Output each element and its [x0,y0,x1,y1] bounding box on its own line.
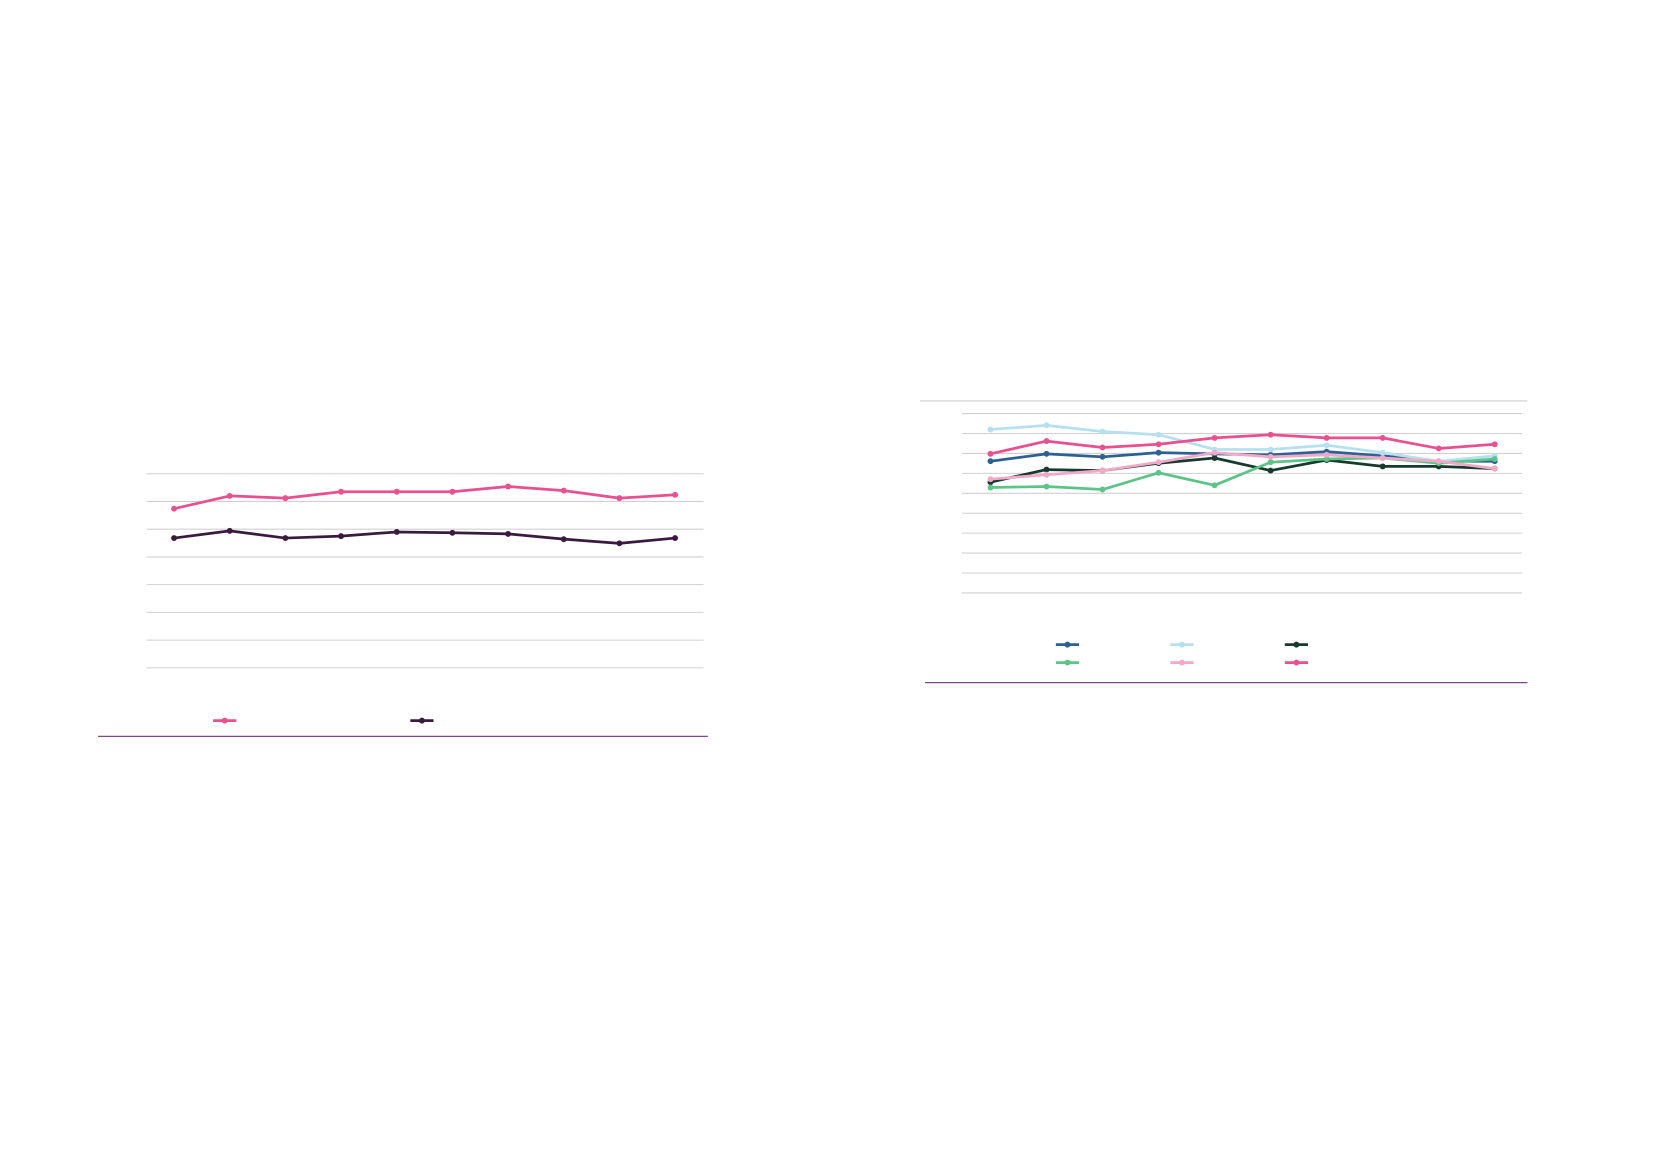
data-point [1043,450,1050,457]
data-point [1099,467,1106,474]
series-line [173,485,676,510]
data-point [1379,455,1386,461]
data-point [393,529,400,535]
series-line [990,451,1495,481]
data-point [171,505,178,512]
data-point [560,487,567,494]
data-point [1267,431,1274,438]
data-point [1211,482,1218,489]
data-point [987,426,994,433]
data-point [1211,434,1218,441]
data-point [1379,434,1386,441]
legend-marker [418,717,425,724]
data-point [616,495,623,502]
data-point [393,488,400,495]
data-point [1379,449,1386,456]
data-point [338,488,345,495]
data-point [1099,428,1106,435]
series-line [990,456,1495,484]
data-point [1379,463,1386,470]
data-point [1491,441,1498,448]
series-line [173,529,676,545]
data-point [987,458,994,465]
legend-marker [1064,659,1071,666]
data-point [1155,441,1162,448]
data-point [1099,444,1106,451]
data-point [1435,445,1442,452]
data-point [282,495,289,502]
legend-marker [1064,641,1071,648]
data-point [987,476,994,483]
data-point [505,530,512,537]
data-point [1043,483,1050,490]
data-point [226,527,233,534]
data-point [1267,453,1274,460]
data-point [560,536,567,543]
data-point [1043,438,1050,445]
data-point [1099,486,1106,493]
data-point [1043,466,1050,473]
data-point [1155,449,1162,456]
legend-marker [1179,659,1185,666]
legend-marker [1179,641,1185,648]
data-point [449,529,456,536]
data-point [1043,422,1050,429]
data-point [1491,465,1498,472]
data-point [1099,453,1106,460]
data-point [1211,455,1218,461]
legend-marker [221,717,228,724]
data-point [282,535,289,542]
data-point [987,484,994,491]
legend-marker [1293,641,1300,648]
data-point [1155,459,1162,466]
data-point [171,535,178,542]
series-line [990,423,1495,463]
data-point [1323,434,1330,441]
data-point [1323,442,1330,449]
data-point [505,483,512,490]
data-point [1435,458,1442,465]
data-point [1323,451,1330,458]
data-point [1323,456,1330,462]
data-point [672,535,679,542]
data-point [338,533,345,540]
data-point [449,488,456,495]
data-point [226,492,233,499]
data-point [1211,449,1218,456]
data-point [1267,446,1274,453]
data-point [1267,467,1274,474]
data-point [1155,431,1162,438]
data-point [672,491,679,498]
data-point [1043,471,1050,478]
data-point [1267,459,1274,466]
data-point [616,540,623,547]
data-point [1491,456,1498,462]
legend-marker [1293,659,1300,666]
data-point [1155,469,1162,476]
data-point [987,450,994,457]
series-line [990,433,1495,456]
